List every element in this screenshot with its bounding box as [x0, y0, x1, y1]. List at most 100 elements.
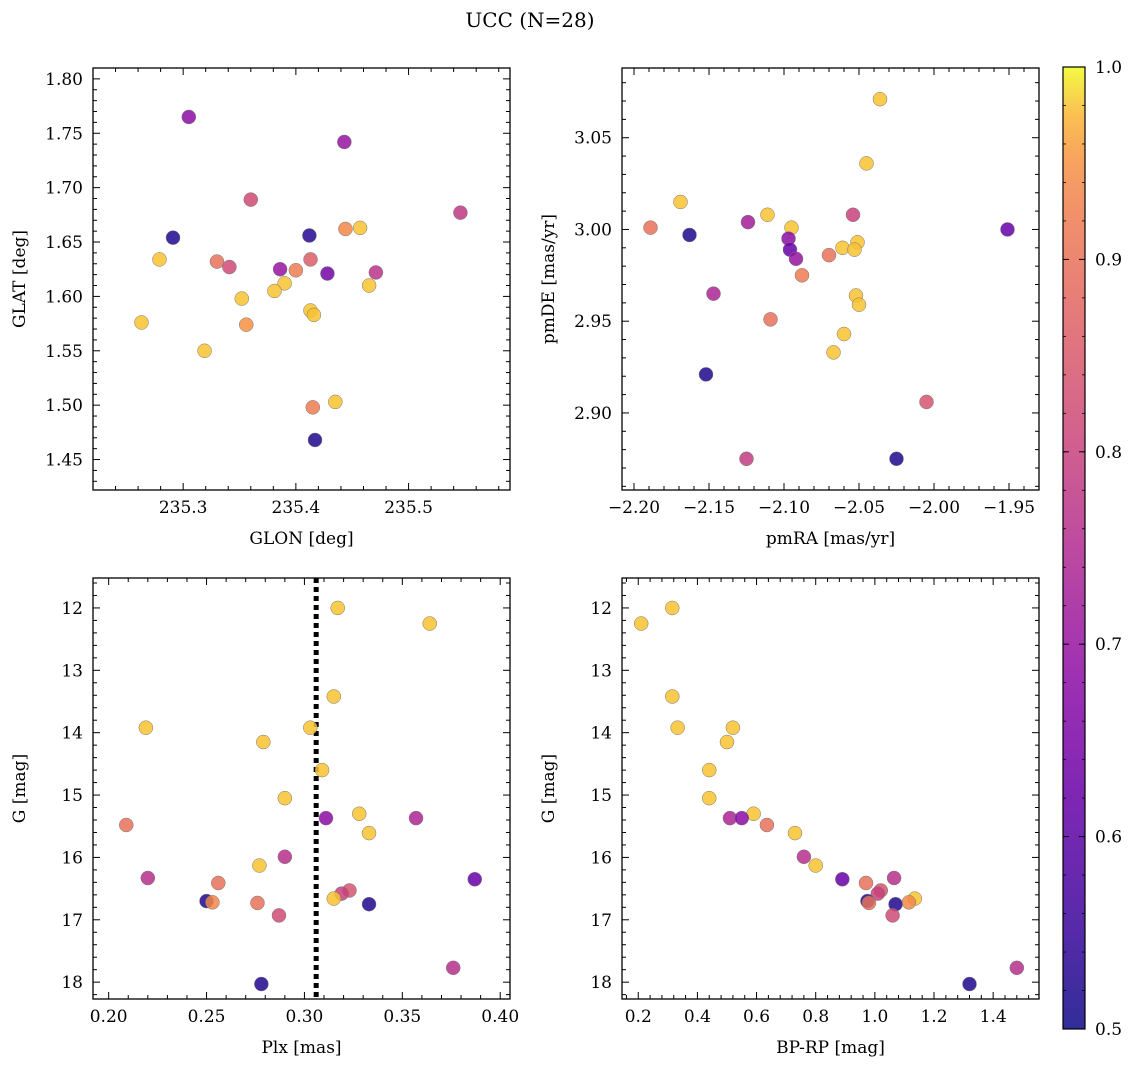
- data-point: [872, 91, 888, 107]
- x-tick-label: 0.40: [481, 1007, 519, 1027]
- data-point: [870, 886, 886, 901]
- data-point: [886, 870, 902, 886]
- data-point: [794, 268, 810, 283]
- data-point: [181, 109, 197, 125]
- data-point: [209, 254, 225, 269]
- data-point: [303, 720, 318, 735]
- x-tick-label: 0.25: [188, 1007, 226, 1027]
- x-tick-label: 0.2: [625, 1007, 652, 1027]
- y-tick-label: 13: [61, 661, 83, 681]
- x-tick-label: −2.05: [833, 498, 885, 518]
- data-point: [272, 261, 288, 277]
- y-tick-label: 1.55: [45, 342, 83, 362]
- data-point: [277, 849, 293, 865]
- data-point: [845, 207, 861, 223]
- x-tick-label: 235.5: [384, 498, 433, 518]
- y-tick-label: 14: [590, 724, 612, 744]
- x-axis-label: Plx [mas]: [261, 1038, 341, 1058]
- data-point: [222, 259, 237, 275]
- colorbar-tick-label: 0.7: [1095, 635, 1122, 655]
- data-point: [836, 326, 852, 342]
- data-point: [760, 207, 775, 223]
- data-point: [808, 858, 823, 873]
- data-points: [643, 91, 1015, 467]
- colorbar-gradient: [1062, 66, 1086, 1030]
- y-axis-label: GLAT [deg]: [10, 230, 30, 328]
- data-point: [901, 895, 917, 910]
- data-point: [467, 871, 483, 887]
- colorbar-tick-label: 0.9: [1095, 250, 1122, 270]
- data-point: [739, 451, 754, 467]
- y-axis-label: G [mag]: [539, 754, 559, 823]
- y-tick-label: 1.80: [45, 70, 83, 90]
- data-point: [307, 432, 323, 448]
- data-point: [835, 871, 850, 887]
- ticks: [92, 67, 510, 490]
- data-point: [633, 616, 649, 631]
- y-tick-label: 12: [61, 599, 83, 619]
- plot-frame: [92, 577, 511, 1000]
- data-point: [763, 312, 778, 327]
- data-point: [243, 192, 259, 207]
- data-point: [314, 762, 330, 778]
- x-axis-label: pmRA [mas/yr]: [766, 529, 895, 549]
- data-points: [134, 109, 468, 448]
- data-point: [670, 720, 685, 735]
- y-axis-label: pmDE [mas/yr]: [539, 214, 559, 344]
- data-point: [725, 720, 741, 735]
- x-axis-label: BP-RP [mag]: [776, 1038, 885, 1058]
- panel-pmra-pmde: −2.20 −2.15 −2.10 −2.05 −2.00 −1.95 2.90 2.95 3.…: [539, 67, 1040, 549]
- data-point: [239, 317, 254, 332]
- data-point: [134, 315, 149, 330]
- ticks: [622, 68, 1040, 490]
- data-point: [701, 790, 717, 806]
- y-tick-label: 18: [61, 973, 83, 993]
- data-point: [962, 976, 977, 992]
- y-tick-label: 15: [61, 786, 83, 806]
- y-tick-label: 13: [590, 661, 612, 681]
- x-tick-label: 0.30: [286, 1007, 324, 1027]
- x-tick-label: 0.20: [90, 1007, 128, 1027]
- data-point: [119, 817, 134, 833]
- panel-plx-g: 0.20 0.25 0.30 0.35 0.40 12 13 14 15 16 17 18 Plx [m…: [10, 577, 519, 1058]
- data-point: [759, 817, 775, 833]
- data-point: [326, 891, 342, 906]
- data-point: [277, 276, 292, 291]
- data-point: [234, 291, 250, 306]
- plot-frame: [621, 67, 1040, 491]
- data-point: [788, 251, 804, 267]
- x-axis-label: GLON [deg]: [249, 529, 353, 549]
- ticks: [622, 578, 1039, 999]
- colorbar-tick-label: 0.6: [1095, 828, 1122, 848]
- data-point: [165, 230, 181, 245]
- data-point: [361, 896, 377, 912]
- y-tick-label: 16: [590, 848, 612, 868]
- data-point: [361, 278, 377, 293]
- data-point: [643, 220, 658, 235]
- x-tick-label: 0.8: [802, 1007, 829, 1027]
- data-point: [706, 286, 721, 301]
- x-tick-label: −2.00: [908, 498, 960, 518]
- data-point: [701, 762, 717, 778]
- x-tick-label: 235.3: [159, 498, 208, 518]
- data-point: [698, 367, 714, 382]
- data-point: [305, 400, 321, 415]
- x-tick-label: 1.0: [861, 1007, 888, 1027]
- x-tick-label: −2.10: [758, 498, 810, 518]
- colorbar-tick-label: 1.0: [1095, 58, 1122, 78]
- y-tick-label: 3.00: [574, 220, 612, 240]
- y-tick-label: 1.70: [45, 179, 83, 199]
- y-tick-label: 1.45: [45, 451, 83, 471]
- data-point: [338, 221, 353, 237]
- data-point: [719, 734, 735, 750]
- data-point: [205, 895, 220, 910]
- data-points: [119, 600, 483, 992]
- y-tick-label: 3.05: [574, 129, 612, 149]
- y-tick-label: 1.65: [45, 233, 83, 253]
- y-tick-label: 17: [61, 911, 83, 931]
- data-point: [303, 252, 318, 267]
- data-point: [422, 616, 437, 631]
- data-point: [197, 343, 212, 359]
- data-point: [408, 810, 424, 826]
